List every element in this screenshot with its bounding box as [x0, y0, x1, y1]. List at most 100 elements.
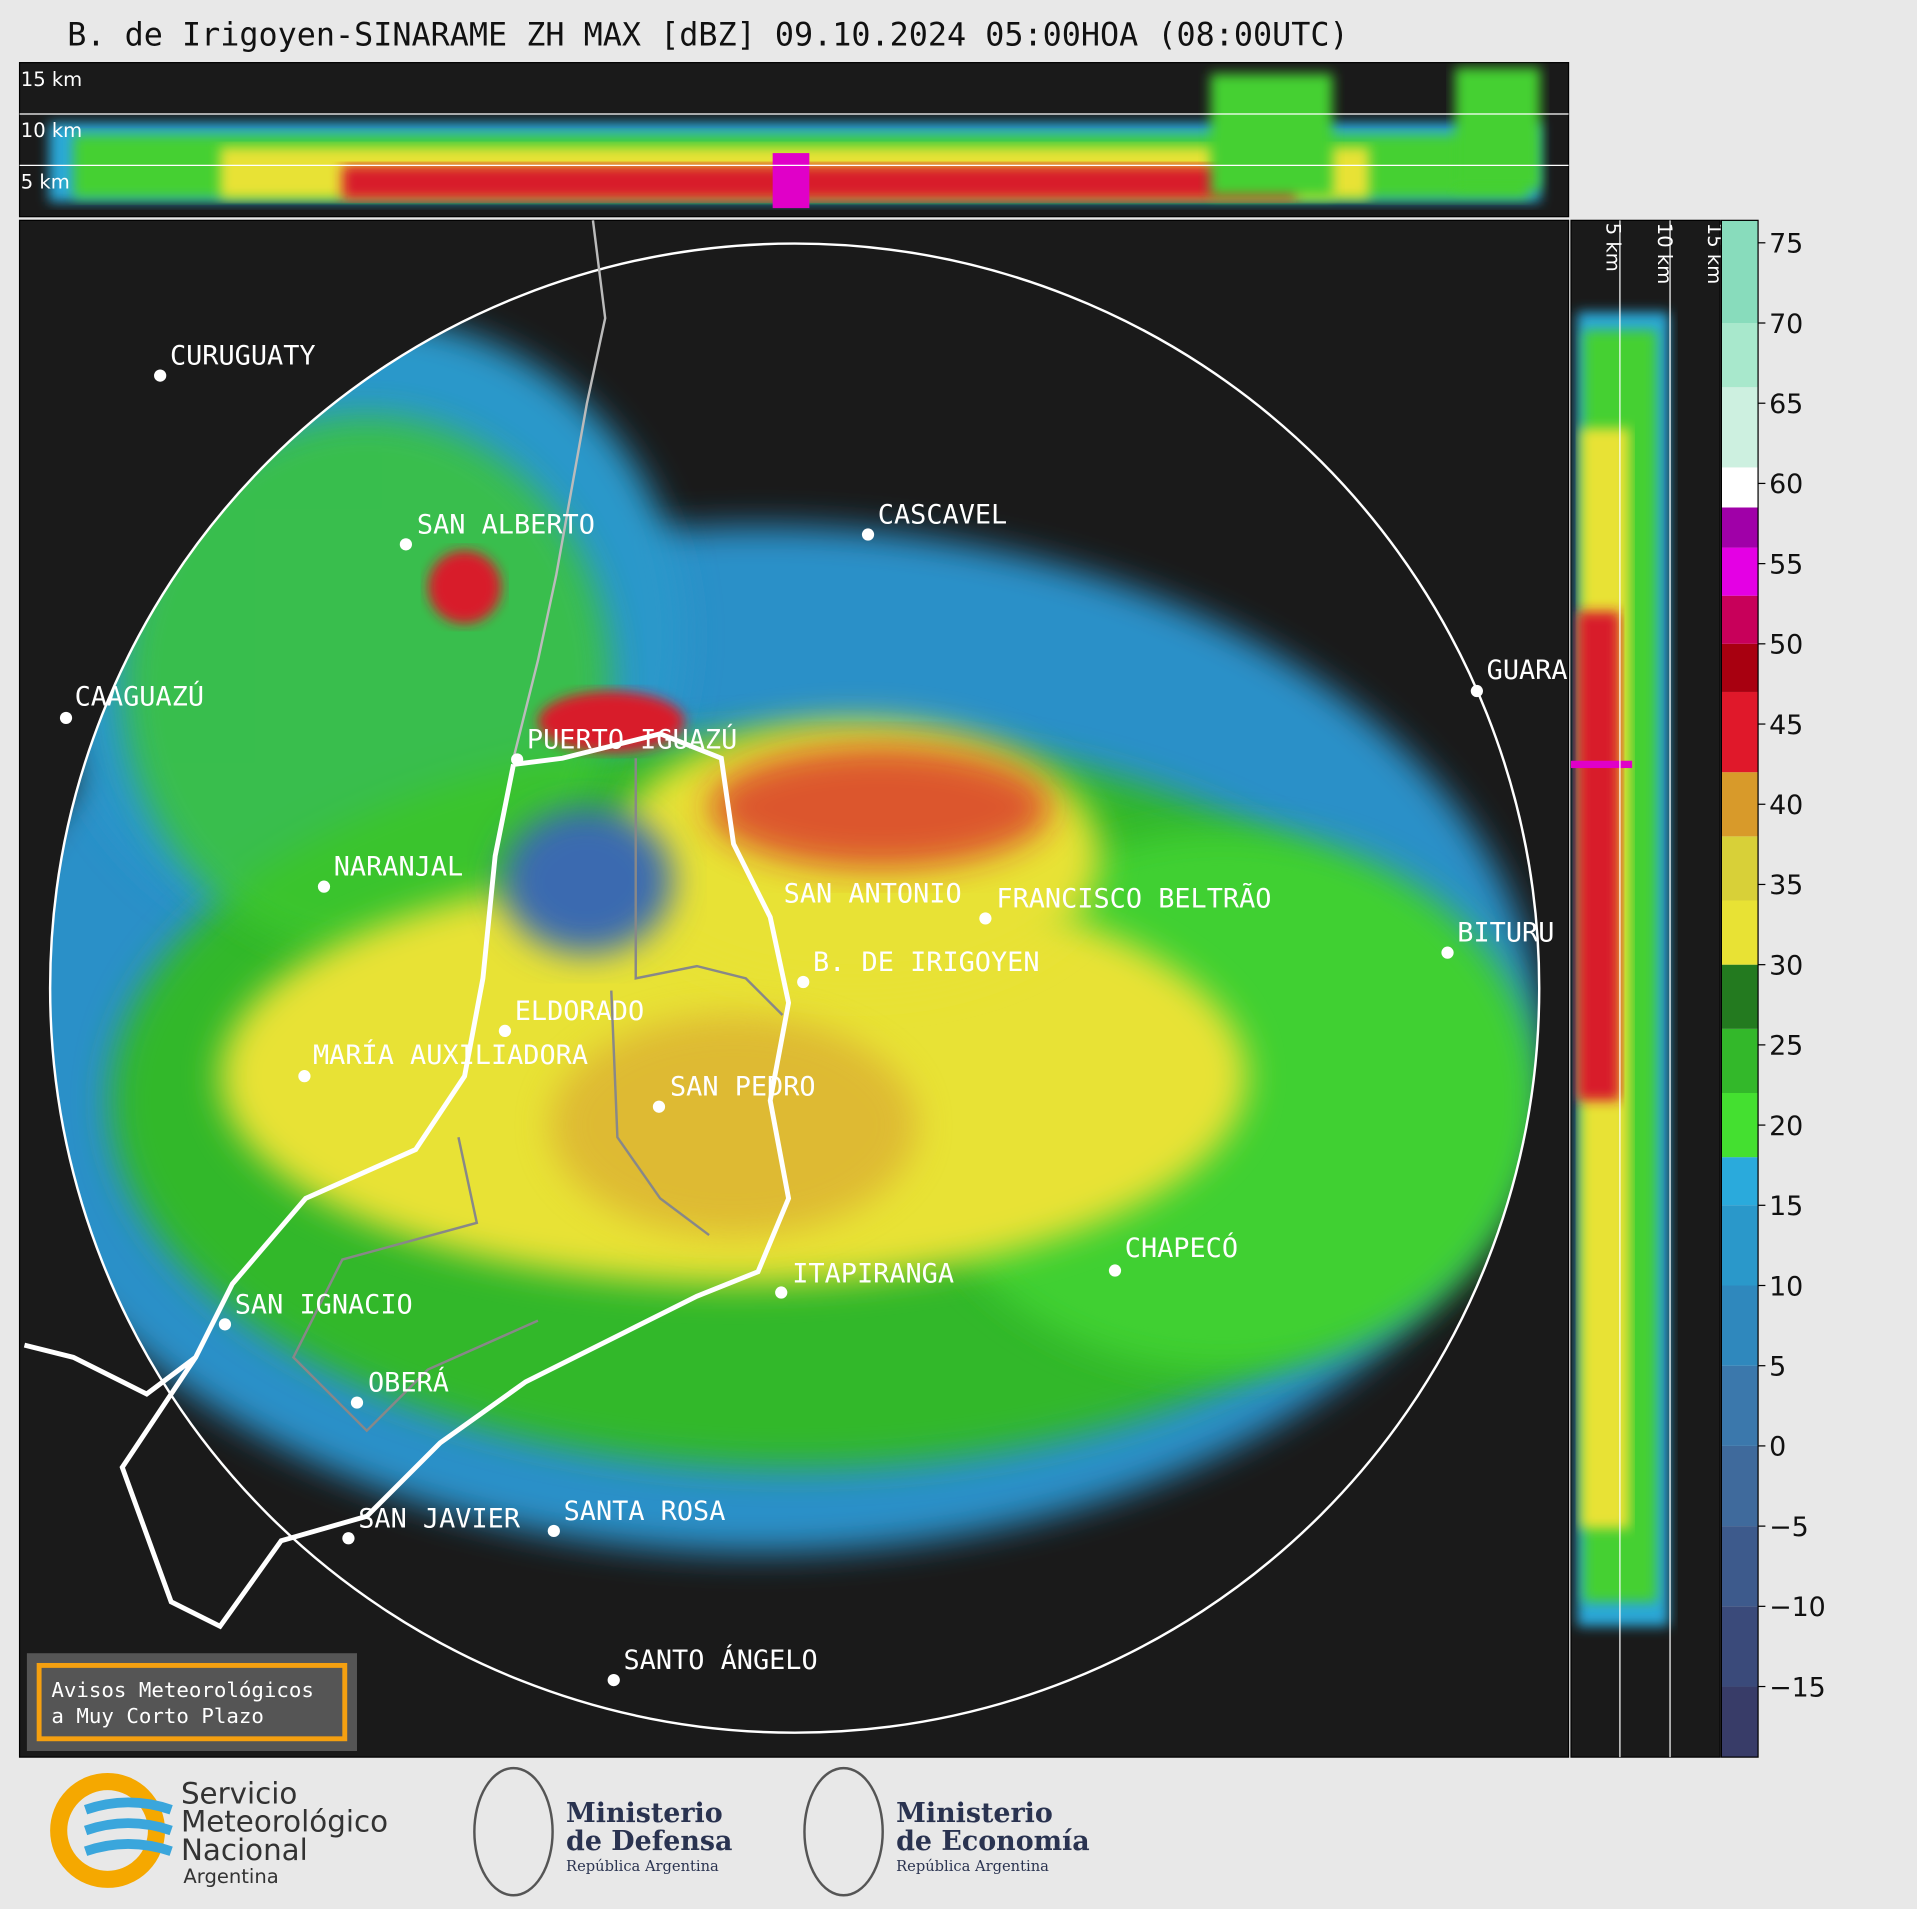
- colorbar-step: [1721, 507, 1759, 548]
- height-label: 15 km: [1703, 223, 1726, 284]
- colorbar-step: [1721, 595, 1759, 644]
- city-dot: [775, 1286, 788, 1299]
- logo-text: Servicio: [181, 1777, 297, 1811]
- city-dot: [350, 1396, 364, 1409]
- city-label: SAN IGNACIO: [235, 1289, 413, 1320]
- colorbar-tick-label: 50: [1769, 630, 1803, 661]
- coat-of-arms: [803, 1766, 884, 1897]
- city-label: ITAPIRANGA: [792, 1259, 954, 1290]
- logo-text: de Economía: [896, 1826, 1090, 1857]
- city-dot: [547, 1524, 560, 1538]
- city-dot: [218, 1318, 232, 1331]
- smn-logo-waves: [83, 1797, 173, 1856]
- city-label: OBERÁ: [368, 1367, 449, 1399]
- city-dot: [1470, 684, 1483, 698]
- city-dot: [154, 369, 167, 382]
- colorbar-step: [1721, 900, 1759, 965]
- colorbar-frame: [1720, 219, 1759, 1758]
- city-dot: [797, 975, 810, 989]
- height-label: 10 km: [1653, 223, 1676, 284]
- colorbar-step: [1721, 1093, 1759, 1158]
- border: [512, 220, 607, 759]
- colorbar-tick-label: −10: [1769, 1592, 1826, 1623]
- city-dot: [399, 538, 413, 551]
- colorbar-step: [1721, 1205, 1759, 1286]
- colorbar-step: [1721, 1526, 1759, 1607]
- colorbar-tick-label: 30: [1769, 950, 1803, 981]
- colorbar-tick-label: −15: [1769, 1672, 1826, 1703]
- colorbar-tick-label: 55: [1769, 549, 1803, 580]
- border: [291, 758, 784, 1433]
- city-label: SAN ALBERTO: [417, 509, 595, 540]
- city-dot: [652, 1100, 666, 1113]
- city-dot: [607, 1673, 620, 1687]
- city-dot: [317, 880, 331, 893]
- colorbar-tick-label: 45: [1769, 710, 1803, 741]
- city-label: FRANCISCO BELTRÃO: [996, 882, 1271, 914]
- height-label: 5 km: [1601, 223, 1624, 272]
- logo-text: Ministerio: [566, 1798, 723, 1829]
- colorbar-step: [1721, 547, 1759, 596]
- colorbar-step: [1721, 772, 1759, 837]
- top-echo: [48, 67, 1541, 209]
- colorbar-tick-label: 25: [1769, 1031, 1803, 1062]
- colorbar-step: [1721, 1028, 1759, 1094]
- colorbar-step: [1721, 836, 1759, 901]
- height-label: 5 km: [21, 171, 70, 194]
- colorbar-tick-label: 0: [1769, 1432, 1786, 1463]
- city-label: BITURU: [1457, 918, 1554, 949]
- colorbar-step: [1721, 1606, 1759, 1687]
- colorbar-step: [1721, 467, 1759, 508]
- city-dot: [511, 753, 524, 766]
- colorbar-step: [1721, 691, 1759, 773]
- warning-box[interactable]: [26, 1653, 357, 1752]
- colorbar-step: [1721, 1445, 1759, 1527]
- logo-text: de Defensa: [566, 1826, 732, 1857]
- colorbar-step: [1721, 1157, 1759, 1206]
- colorbar-tick-label: 10: [1769, 1271, 1803, 1302]
- coat-of-arms: [473, 1766, 554, 1897]
- echoes: [50, 318, 1540, 1553]
- colorbar-step: [1721, 643, 1759, 692]
- logo-text: Meteorológico: [181, 1805, 388, 1839]
- city-dot: [498, 1024, 512, 1038]
- colorbar-step: [1721, 1686, 1759, 1758]
- city-dot: [1108, 1264, 1122, 1277]
- height-label: 10 km: [21, 119, 82, 142]
- city-label: ELDORADO: [515, 996, 644, 1027]
- logo-text: Ministerio: [896, 1798, 1053, 1829]
- colorbar-tick-label: 20: [1769, 1111, 1803, 1142]
- city-label: MARÍA AUXILIADORA: [313, 1039, 588, 1071]
- city-dot: [342, 1532, 355, 1545]
- colorbar-tick-label: −5: [1769, 1512, 1809, 1543]
- border: [23, 731, 792, 1630]
- city-dot: [1441, 946, 1454, 959]
- colorbar-tick-label: 15: [1769, 1191, 1803, 1222]
- colorbar-step: [1721, 1365, 1759, 1446]
- city-dot: [298, 1070, 311, 1083]
- colorbar-tick-label: 70: [1769, 309, 1803, 340]
- warning-text: a Muy Corto Plazo: [51, 1704, 264, 1728]
- city-label: SANTO ÁNGELO: [624, 1644, 818, 1676]
- colorbar-step: [1721, 387, 1759, 468]
- side-echo: [1571, 312, 1669, 1627]
- city-label: CHAPECÓ: [1125, 1232, 1238, 1264]
- city-label: SANTA ROSA: [564, 1496, 726, 1527]
- city-label: B. DE IRIGOYEN: [813, 947, 1040, 978]
- logo-text: República Argentina: [566, 1858, 719, 1875]
- colorbar-tick-label: 5: [1769, 1351, 1786, 1382]
- city-label: SAN PEDRO: [670, 1072, 816, 1103]
- colorbar-tick-label: 35: [1769, 870, 1803, 901]
- city-label: CAAGUAZÚ: [75, 681, 204, 713]
- colorbar-tick-label: 75: [1769, 229, 1803, 260]
- city-label: NARANJAL: [334, 852, 463, 883]
- city-label: GUARA: [1487, 655, 1568, 686]
- warning-frame: [36, 1662, 348, 1742]
- logo-text: Nacional: [181, 1833, 308, 1867]
- city-dot: [861, 528, 875, 541]
- range-ring: [48, 242, 1541, 1734]
- city-dot: [979, 912, 992, 925]
- city-label: CURUGUATY: [170, 341, 316, 372]
- colorbar-tick-label: 40: [1769, 790, 1803, 821]
